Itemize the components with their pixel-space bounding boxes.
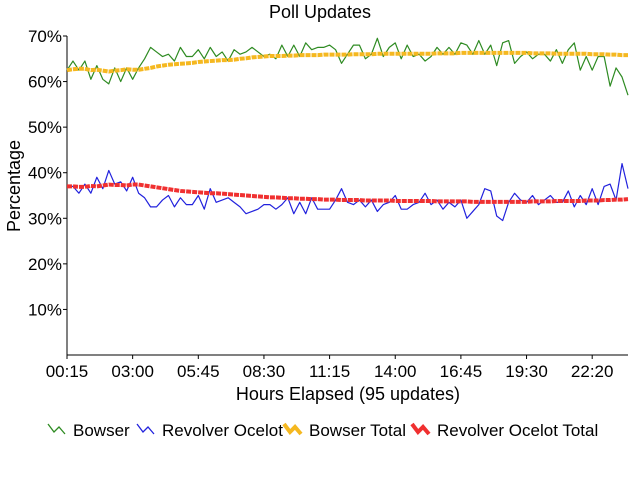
legend-item: Bowser Total [282, 421, 406, 440]
y-axis-ticks: 10% 20% 30% 40% 50% 60% 70% [28, 27, 67, 319]
legend-item: Revolver Ocelot Total [410, 421, 598, 440]
series-line-revolver-ocelot [67, 163, 629, 222]
x-axis-title: Hours Elapsed (95 updates) [236, 384, 460, 404]
y-axis-title: Percentage [4, 140, 24, 232]
x-tick-label: 11:15 [309, 362, 350, 381]
x-tick-label: 16:45 [440, 362, 483, 381]
x-tick-label: 05:45 [177, 362, 220, 381]
y-tick-label: 10% [28, 300, 62, 319]
legend-label: Revolver Ocelot Total [437, 421, 598, 440]
legend-label: Bowser [73, 421, 130, 440]
series-line-bowser-total [66, 50, 628, 74]
legend-swatch [282, 422, 303, 436]
x-tick-label: 08:30 [243, 362, 286, 381]
y-tick-label: 70% [28, 27, 62, 46]
chart-title: Poll Updates [269, 2, 371, 22]
x-tick-label: 22:20 [571, 362, 614, 381]
y-tick-label: 50% [28, 118, 62, 137]
x-tick-label: 19:30 [505, 362, 548, 381]
y-tick-label: 60% [28, 73, 62, 92]
x-tick-label: 00:15 [46, 362, 89, 381]
series-line-revolver-ocelot-total [67, 182, 629, 204]
x-tick-label: 03:00 [111, 362, 154, 381]
y-tick-label: 40% [28, 164, 62, 183]
legend-item: Bowser [47, 421, 130, 440]
legend-label: Bowser Total [309, 421, 406, 440]
series-layer [66, 37, 629, 222]
legend-swatch [410, 422, 431, 436]
x-tick-label: 14:00 [374, 362, 417, 381]
legend-swatch [136, 423, 155, 435]
y-tick-label: 30% [28, 209, 62, 228]
y-tick-label: 20% [28, 255, 62, 274]
legend-swatch [47, 423, 66, 435]
legend-label: Revolver Ocelot [162, 421, 283, 440]
x-axis-ticks: 00:15 03:00 05:45 08:30 11:15 14:00 16:45 19:30… [46, 355, 614, 381]
plot-area: 10% 20% 30% 40% 50% 60% 70% 00:15 03:00 05:45 08:… [28, 27, 629, 381]
legend: Bowser Revolver Ocelot Bowser Total Revolve… [47, 421, 598, 440]
legend-item: Revolver Ocelot [136, 421, 283, 440]
